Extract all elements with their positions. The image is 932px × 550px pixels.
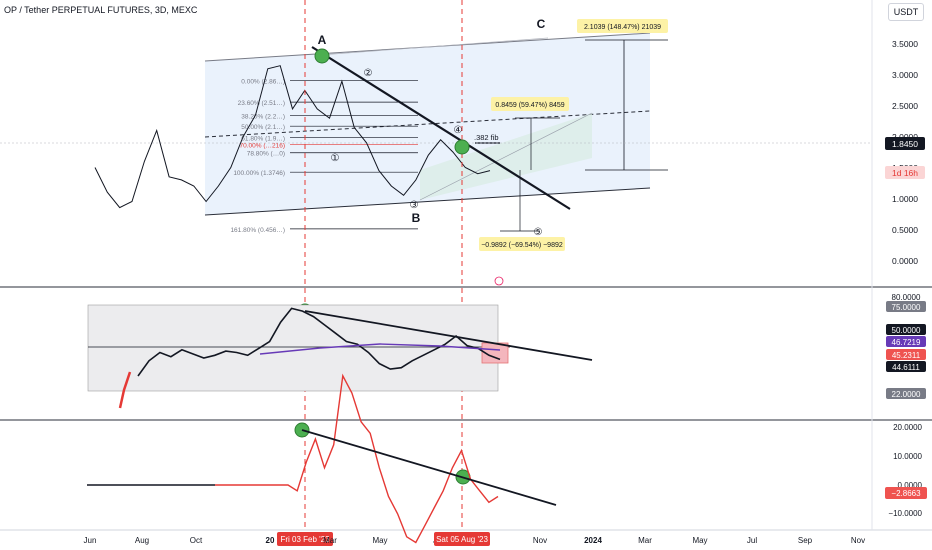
fib-level-label: 100.00% (1.3746) xyxy=(233,170,285,177)
osc-axis-tick: 20.0000 xyxy=(893,423,922,432)
rsi-axis-value: 45.2311 xyxy=(892,351,921,360)
sub-wave-label: ② xyxy=(364,68,373,79)
sub-wave-label: ④ xyxy=(454,125,463,136)
current-price-badge xyxy=(885,137,925,150)
current-price-value: 1.8450 xyxy=(892,139,918,149)
fib-level-label: 61.80% (1.9…) xyxy=(241,135,285,142)
rsi-axis-badge xyxy=(886,301,926,312)
rsi-axis-badge xyxy=(886,336,926,347)
price-axis-tick: 3.0000 xyxy=(892,70,918,80)
time-marker-badge xyxy=(277,532,333,546)
osc-value-badge xyxy=(885,487,927,499)
rsi-axis-badge xyxy=(886,388,926,399)
time-axis-label: 20 xyxy=(266,536,275,545)
fib-level-label: 78.80% (…0) xyxy=(247,151,285,158)
rsi-band xyxy=(87,304,499,392)
fib-level-label: 161.80% (0.456…) xyxy=(230,227,285,234)
rsi-axis-value: 46.7219 xyxy=(892,338,921,347)
osc-trendline xyxy=(301,429,557,506)
projection-diagonal xyxy=(419,112,593,201)
time-axis-label: 2024 xyxy=(584,536,602,545)
rsi-axis-value: 75.0000 xyxy=(892,303,921,312)
target-label-text: −0.9892 (−69.54%) −9892 xyxy=(481,242,563,249)
wave-label-a: A xyxy=(318,33,327,47)
channel-bottom-line xyxy=(204,187,651,216)
price-axis-tick: 0.5000 xyxy=(892,225,918,235)
channel-mid-line xyxy=(204,110,651,138)
osc-axis-tick: 0.0000 xyxy=(898,481,923,490)
target-label-text: 0.8459 (59.47%) 8459 xyxy=(495,102,564,109)
pivot-marker xyxy=(314,48,330,64)
time-marker-badge xyxy=(434,532,490,546)
price-axis-tick: 2.5000 xyxy=(892,101,918,111)
sub-wave-label: ① xyxy=(331,153,340,164)
countdown-value: 1d 16h xyxy=(892,168,918,178)
sub-wave-label: ③ xyxy=(410,200,419,211)
price-axis-tick: 3.5000 xyxy=(892,39,918,49)
rsi-axis-value: 80.0000 xyxy=(892,293,921,302)
time-axis-label: Jul xyxy=(747,536,757,545)
rsi-axis-badge xyxy=(886,324,926,335)
rsi-axis-value: 50.0000 xyxy=(892,326,921,335)
countdown-badge xyxy=(885,166,925,179)
rsi-axis-value: 44.6111 xyxy=(892,363,920,372)
osc-axis-tick: −10.0000 xyxy=(888,509,922,518)
fib-level-label: 70.00% (…216) xyxy=(239,143,285,150)
currency-button[interactable]: USDT xyxy=(888,3,924,21)
rsi-axis-badge xyxy=(886,349,926,360)
event-icon xyxy=(494,276,504,286)
wave-label-c: C xyxy=(537,17,546,31)
time-axis-label: Aug xyxy=(135,536,149,545)
pivot-marker xyxy=(454,139,470,155)
rsi-line xyxy=(137,307,501,377)
rsi-low-spike xyxy=(118,371,132,409)
time-axis-label: Sep xyxy=(798,536,813,545)
rsi-axis-value: 22.0000 xyxy=(892,390,921,399)
fib-level-label: 50.00% (2.1…) xyxy=(241,124,285,131)
wave-label-b: B xyxy=(412,211,421,225)
time-axis-label: May xyxy=(372,536,387,545)
time-axis-label: May xyxy=(692,536,707,545)
target-label-box xyxy=(491,97,569,111)
time-axis-label: Nov xyxy=(533,536,547,545)
rsi-axis-badge xyxy=(886,291,926,302)
fib-level-label: 38.20% (2.2…) xyxy=(241,114,285,121)
rsi-axis-badge xyxy=(886,361,926,372)
price-axis-tick: 0.0000 xyxy=(892,256,918,266)
time-axis-label: Nov xyxy=(851,536,865,545)
target-label-box xyxy=(577,19,668,33)
rsi-ma-line xyxy=(259,343,501,355)
osc-value: −2.8663 xyxy=(891,489,921,498)
sub-wave-label: ⑤ xyxy=(534,227,543,238)
descending-trendline xyxy=(311,46,571,210)
projection-line xyxy=(319,37,549,56)
time-axis-label: Jun xyxy=(84,536,97,545)
target-label-text: 2.1039 (148.47%) 21039 xyxy=(584,24,661,31)
time-axis-label: Mar xyxy=(638,536,652,545)
price-axis-tick: 1.0000 xyxy=(892,194,918,204)
chart-title: OP / Tether PERPETUAL FUTURES, 3D, MEXC xyxy=(4,5,198,15)
fib-level-label: 23.60% (2.51…) xyxy=(238,100,285,107)
target-label-box xyxy=(479,237,565,251)
osc-axis-tick: 10.0000 xyxy=(893,452,922,461)
time-axis-label: Oct xyxy=(190,536,203,545)
time-marker-label: Sat 05 Aug '23 xyxy=(436,535,488,544)
time-marker-label: Fri 03 Feb '23 xyxy=(280,535,330,544)
fib-382-label: .382 fib xyxy=(474,133,499,142)
rsi-trendline xyxy=(304,310,593,361)
fib-level-label: 0.00% (2.86…) xyxy=(241,79,285,86)
price-series-line xyxy=(94,65,491,209)
osc-line xyxy=(215,373,499,544)
time-axis-label: Mar xyxy=(323,536,337,545)
